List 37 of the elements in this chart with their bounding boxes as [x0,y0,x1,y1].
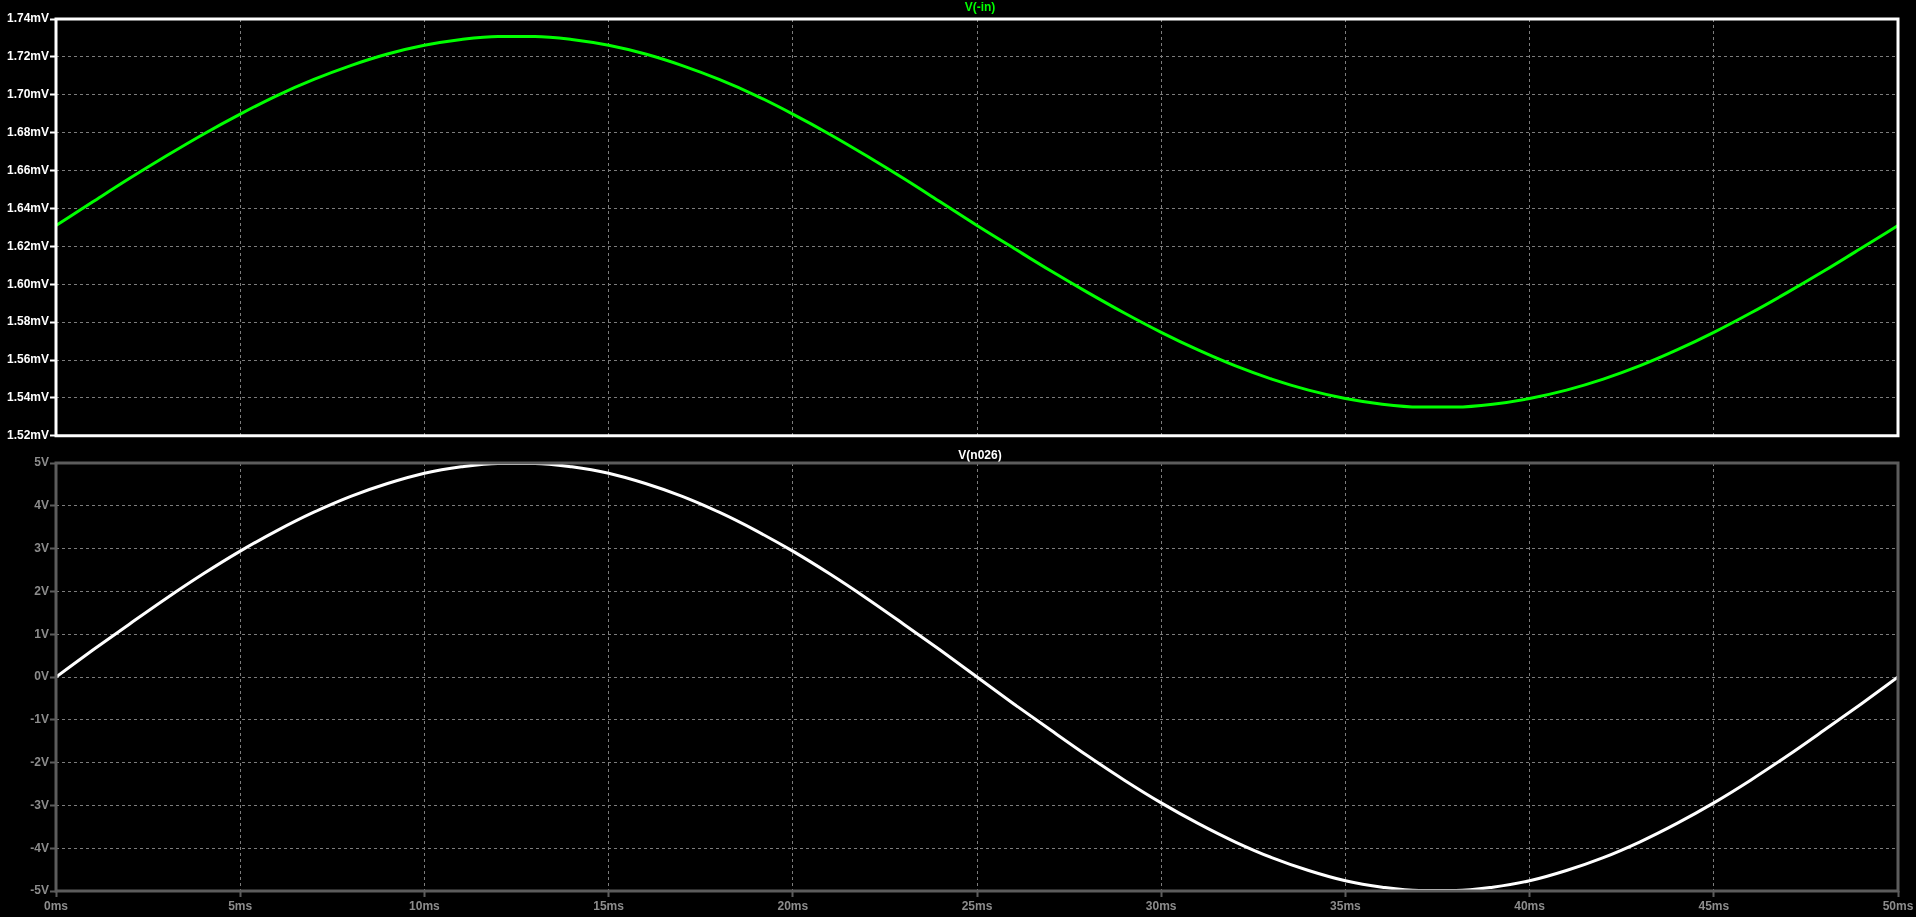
y-tick-label: 1.70mV [6,87,49,102]
y-tick-label: -2V [30,754,49,769]
x-tick-label: 25ms [961,898,993,913]
y-tick-label: 2V [34,583,49,598]
x-tick-label: 0ms [43,898,69,913]
y-tick-label: 1.62mV [6,238,49,253]
y-tick-label: 1.68mV [6,124,49,139]
line-series [56,34,1898,409]
y-tick-label: 0V [34,669,49,684]
y-tick-label: -1V [30,712,49,727]
x-tick-label: 50ms [1882,898,1914,913]
text: V(n026) [958,448,1002,463]
x-tick-label: 15ms [593,898,625,913]
x-tick-label: 40ms [1514,898,1546,913]
y-tick-label: -4V [30,840,49,855]
y-tick-label: -3V [30,797,49,812]
y-tick-label: -5V [30,883,49,898]
x-tick-label: 45ms [1698,898,1730,913]
y-tick-label: 1.74mV [6,11,49,26]
y-tick-label: 3V [34,540,49,555]
y-tick-label: 1.52mV [6,428,49,443]
y-tick-label: 1.54mV [6,390,49,405]
x-tick-label: 30ms [1145,898,1177,913]
x-tick-label: 5ms [228,898,253,913]
text: V(-in) [964,0,996,15]
x-tick-label: 35ms [1330,898,1362,913]
y-tick-label: 1.58mV [6,314,49,329]
y-tick-label: 1.64mV [6,200,49,215]
y-tick-label: 1.60mV [6,276,49,291]
y-tick-label: 4V [34,498,49,513]
x-tick-label: 10ms [409,898,441,913]
y-tick-label: 1.56mV [6,352,49,367]
y-tick-label: 1.72mV [6,49,49,64]
y-tick-label: 1.66mV [6,162,49,177]
y-tick-label: 1V [34,626,49,641]
y-tick-label: 5V [34,455,49,470]
x-tick-label: 20ms [777,898,809,913]
